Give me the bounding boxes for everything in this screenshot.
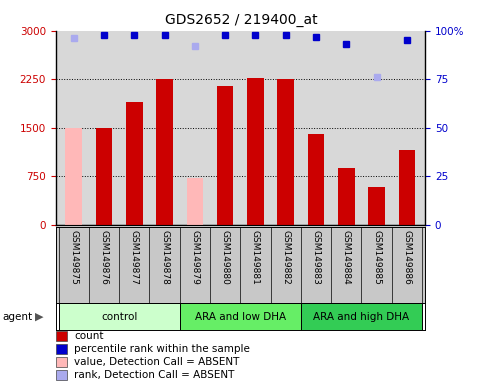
Text: GSM149877: GSM149877 — [130, 230, 139, 285]
Text: control: control — [101, 312, 137, 322]
Bar — [180, 303, 301, 330]
Text: percentile rank within the sample: percentile rank within the sample — [74, 344, 250, 354]
Text: GSM149879: GSM149879 — [190, 230, 199, 285]
Bar — [56, 344, 67, 354]
Bar — [56, 357, 67, 367]
Text: ARA and low DHA: ARA and low DHA — [195, 312, 286, 322]
Text: GSM149883: GSM149883 — [312, 230, 321, 285]
Text: GSM149875: GSM149875 — [69, 230, 78, 285]
Text: ▶: ▶ — [35, 312, 44, 322]
Bar — [217, 86, 233, 225]
Text: GSM149880: GSM149880 — [221, 230, 229, 285]
Bar — [156, 79, 173, 225]
Text: GSM149876: GSM149876 — [99, 230, 109, 285]
Bar — [126, 102, 142, 225]
Text: rank, Detection Call = ABSENT: rank, Detection Call = ABSENT — [74, 370, 234, 380]
Text: GSM149885: GSM149885 — [372, 230, 381, 285]
Bar — [247, 78, 264, 225]
Bar — [186, 178, 203, 225]
Bar — [338, 168, 355, 225]
Bar — [398, 150, 415, 225]
Text: GSM149884: GSM149884 — [342, 230, 351, 285]
Text: GSM149886: GSM149886 — [402, 230, 412, 285]
Text: count: count — [74, 331, 103, 341]
Bar — [301, 303, 422, 330]
Bar — [308, 134, 325, 225]
Bar — [65, 128, 82, 225]
Bar — [56, 370, 67, 380]
Text: ARA and high DHA: ARA and high DHA — [313, 312, 410, 322]
Bar — [277, 79, 294, 225]
Bar — [368, 187, 385, 225]
Text: value, Detection Call = ABSENT: value, Detection Call = ABSENT — [74, 357, 240, 367]
Bar — [96, 128, 113, 225]
Bar — [56, 331, 67, 341]
Text: GSM149881: GSM149881 — [251, 230, 260, 285]
Text: agent: agent — [2, 312, 32, 322]
Bar — [58, 303, 180, 330]
Text: GSM149878: GSM149878 — [160, 230, 169, 285]
Text: GDS2652 / 219400_at: GDS2652 / 219400_at — [165, 13, 318, 27]
Text: GSM149882: GSM149882 — [281, 230, 290, 285]
